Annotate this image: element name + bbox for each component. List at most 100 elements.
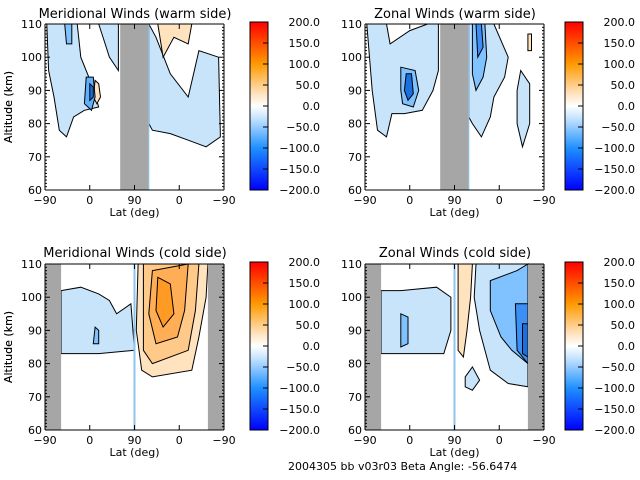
y-axis-label: Altitude (km)	[2, 71, 15, 143]
colorbar-tick-label: 200.0	[604, 256, 636, 269]
x-tick-label: 0	[176, 434, 183, 447]
contour-region	[155, 276, 175, 329]
colorbar-tick-label: 100.0	[289, 298, 321, 311]
x-axis-label: Lat (deg)	[430, 206, 480, 219]
colorbar-tick-label: 150.0	[289, 37, 321, 50]
y-tick-label: 100	[21, 291, 42, 304]
y-tick-label: 80	[28, 358, 42, 371]
x-tick-label: 90	[128, 194, 142, 207]
colorbar-tick-label: 100.0	[604, 298, 636, 311]
colorbar-tick-label: −100.0	[279, 382, 320, 395]
colorbar-tick-label: 200.0	[604, 16, 636, 29]
x-tick-label: −90	[212, 194, 235, 207]
y-tick-label: 70	[348, 151, 362, 164]
panel-title: Zonal Winds (cold side)	[379, 246, 531, 261]
x-tick-label: 0	[406, 194, 413, 207]
contour-region	[403, 73, 414, 102]
contour-region	[380, 286, 452, 355]
x-axis-label: Lat (deg)	[110, 446, 160, 459]
colorbar-tick-label: 0.0	[618, 340, 636, 353]
contour-region	[89, 82, 94, 102]
contour-region	[400, 313, 409, 348]
x-tick-label: 0	[496, 194, 503, 207]
colorbar-tick-label: 0.0	[618, 100, 636, 113]
colorbar-tick-label: −100.0	[594, 382, 635, 395]
y-tick-label: 110	[341, 18, 362, 31]
no-data-band	[120, 24, 149, 190]
colorbar-tick-label: −200.0	[594, 424, 635, 437]
colorbar-tick-label: −200.0	[279, 184, 320, 197]
colorbar-tick-label: 50.0	[296, 319, 321, 332]
colorbar-tick-label: −150.0	[279, 163, 320, 176]
y-tick-label: 90	[348, 324, 362, 337]
colorbar-tick-label: 200.0	[289, 16, 321, 29]
y-tick-label: 100	[341, 291, 362, 304]
colorbar-tick-label: −100.0	[594, 142, 635, 155]
colorbar-tick-label: 150.0	[604, 277, 636, 290]
x-tick-label: −90	[33, 434, 56, 447]
x-tick-label: 0	[176, 194, 183, 207]
colorbar-tick-label: 100.0	[604, 58, 636, 71]
y-tick-label: 90	[348, 84, 362, 97]
y-tick-label: 60	[348, 184, 362, 197]
y-tick-label: 80	[28, 118, 42, 131]
colorbar-tick-label: 100.0	[289, 58, 321, 71]
panel-2: −90 0 90 0 −90 60 70 80 90 100 110 Lat (deg) Altitud…	[2, 7, 635, 219]
contour-region	[64, 23, 73, 45]
contour-region	[157, 23, 193, 59]
y-axis-label: Altitude (km)	[2, 311, 15, 383]
no-data-band	[365, 264, 382, 430]
y-tick-label: 100	[341, 51, 362, 64]
y-tick-label: 100	[21, 51, 42, 64]
no-data-band	[440, 24, 469, 190]
no-data-band	[45, 264, 62, 430]
colorbar-tick-label: 150.0	[289, 277, 321, 290]
colorbar-tick-label: 0.0	[303, 100, 321, 113]
contour-region	[98, 23, 119, 73]
colorbar-tick-label: −150.0	[594, 403, 635, 416]
contour-region	[522, 323, 529, 358]
colorbar-tick-label: 150.0	[604, 37, 636, 50]
colorbar-tick-label: −100.0	[279, 142, 320, 155]
y-tick-label: 110	[21, 18, 42, 31]
x-tick-label: 0	[406, 434, 413, 447]
y-tick-label: 80	[348, 118, 362, 131]
contour-region	[148, 23, 221, 148]
x-tick-label: −90	[353, 434, 376, 447]
y-tick-label: 70	[348, 391, 362, 404]
y-tick-label: 110	[341, 258, 362, 271]
x-tick-label: −90	[532, 434, 555, 447]
contour-region	[457, 263, 473, 359]
y-tick-label: 70	[28, 151, 42, 164]
footer-text: 2004305 bb v03r03 Beta Angle: -56.6474	[288, 460, 517, 473]
y-tick-label: 90	[28, 324, 42, 337]
x-tick-label: −90	[33, 194, 56, 207]
contour-region	[92, 326, 100, 345]
panel-title: Meridional Winds (cold side)	[43, 246, 226, 261]
y-tick-label: 60	[348, 424, 362, 437]
x-tick-label: 90	[448, 434, 462, 447]
colorbar-tick-label: −150.0	[279, 403, 320, 416]
y-tick-label: 70	[28, 391, 42, 404]
colorbar-tick-label: 50.0	[296, 79, 321, 92]
y-axis-label: Altitude (km)	[2, 311, 15, 383]
colorbar-tick-label: −200.0	[594, 184, 635, 197]
contour-region	[516, 69, 531, 149]
y-tick-label: 80	[348, 358, 362, 371]
y-tick-label: 90	[28, 84, 42, 97]
colorbar-tick-label: −200.0	[279, 424, 320, 437]
no-data-band	[207, 264, 224, 430]
colorbar-tick-label: −50.0	[286, 361, 320, 374]
x-tick-label: −90	[532, 194, 555, 207]
y-tick-label: 110	[21, 258, 42, 271]
x-tick-label: 90	[448, 194, 462, 207]
x-tick-label: 0	[86, 434, 93, 447]
contour-region	[464, 365, 481, 391]
colorbar-tick-label: 50.0	[611, 79, 636, 92]
colorbar-tick-label: −150.0	[594, 163, 635, 176]
colorbar-tick-label: −50.0	[601, 121, 635, 134]
